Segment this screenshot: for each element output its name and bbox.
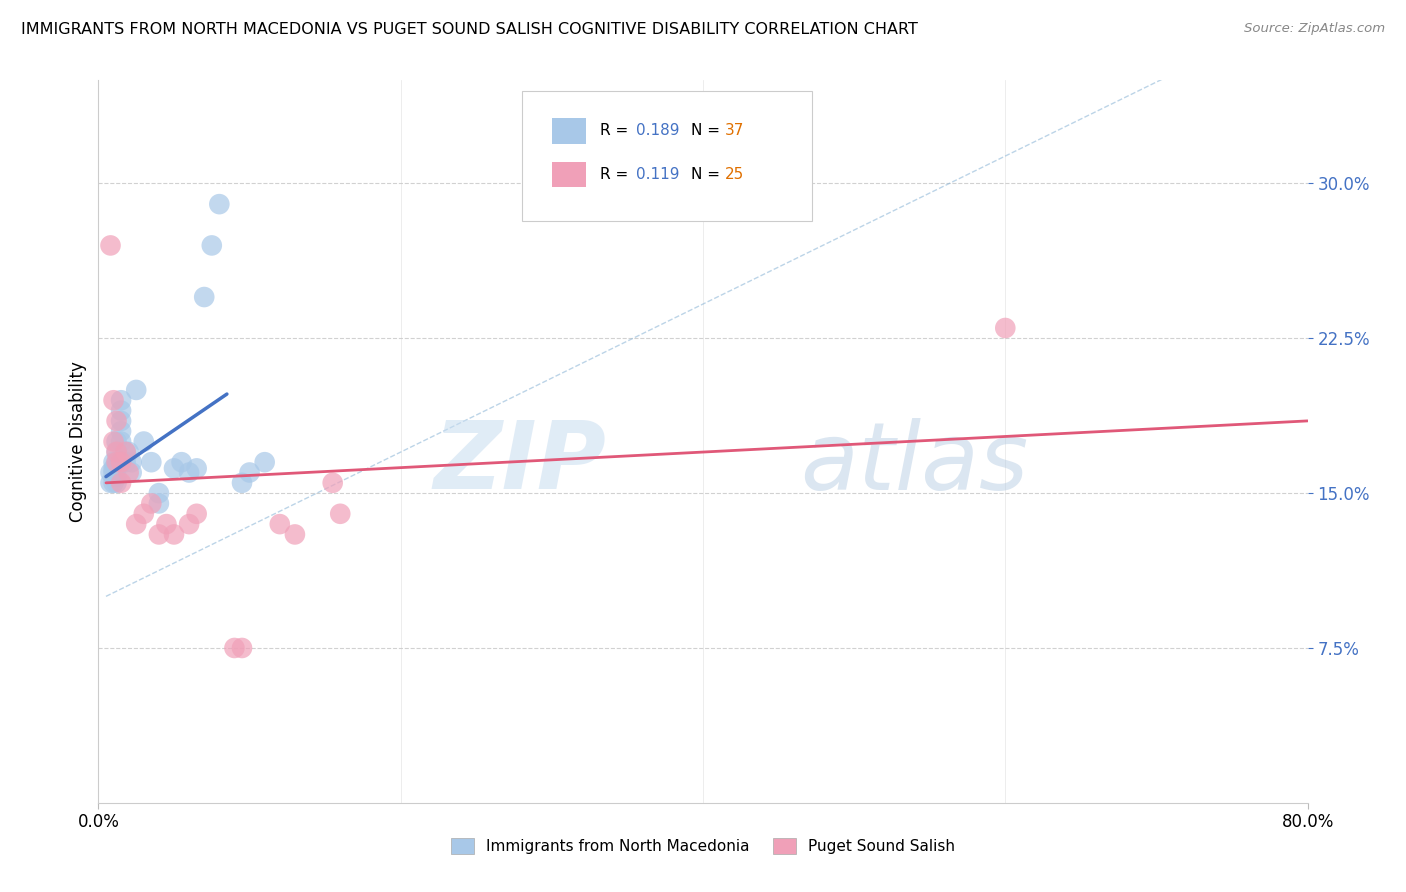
FancyBboxPatch shape [522,91,811,221]
FancyBboxPatch shape [551,161,586,186]
Point [186,461,208,475]
Point [132,434,155,449]
Point [125,517,148,532]
Point [132,507,155,521]
Point [110,455,132,469]
Point [105,469,128,483]
Point [110,414,132,428]
Point [155,517,177,532]
Text: 0.119: 0.119 [637,167,681,182]
Point [179,517,201,532]
Point [141,455,163,469]
Point [110,393,132,408]
Text: 37: 37 [724,123,744,138]
Point [269,517,291,532]
Point [148,496,170,510]
Point [170,455,193,469]
Point [163,527,186,541]
Point [284,527,307,541]
Point [100,238,122,252]
Point [105,445,128,459]
Point [118,466,141,480]
Y-axis label: Cognitive Disability: Cognitive Disability [69,361,87,522]
Point [105,455,128,469]
Point [208,197,231,211]
Point [114,445,136,459]
Point [994,321,1017,335]
Point [103,455,125,469]
Point [100,466,122,480]
Point [103,393,125,408]
Point [121,455,143,469]
Point [231,640,253,655]
Point [125,383,148,397]
Text: IMMIGRANTS FROM NORTH MACEDONIA VS PUGET SOUND SALISH COGNITIVE DISABILITY CORRE: IMMIGRANTS FROM NORTH MACEDONIA VS PUGET… [21,22,918,37]
Point [110,424,132,438]
Point [110,475,132,490]
Point [118,445,141,459]
Text: 25: 25 [724,167,744,182]
Point [224,640,246,655]
Point [121,466,143,480]
Point [114,455,136,469]
Point [253,455,276,469]
Text: 0.189: 0.189 [637,123,681,138]
Text: Source: ZipAtlas.com: Source: ZipAtlas.com [1244,22,1385,36]
Text: ZIP: ZIP [433,417,606,509]
Point [110,434,132,449]
Point [114,445,136,459]
Point [105,455,128,469]
Text: R =: R = [600,123,633,138]
Point [103,475,125,490]
Legend: Immigrants from North Macedonia, Puget Sound Salish: Immigrants from North Macedonia, Puget S… [446,832,960,860]
Point [103,466,125,480]
Point [141,496,163,510]
Point [103,434,125,449]
Point [105,434,128,449]
Point [186,507,208,521]
Point [201,238,224,252]
Point [163,461,186,475]
Point [148,527,170,541]
Point [103,461,125,475]
Point [231,475,253,490]
Text: N =: N = [690,167,724,182]
Text: atlas: atlas [800,417,1028,508]
Point [100,475,122,490]
Point [105,461,128,475]
Point [179,466,201,480]
Point [322,475,344,490]
Point [239,466,262,480]
Point [105,414,128,428]
Text: R =: R = [600,167,633,182]
Text: N =: N = [690,123,724,138]
Point [105,445,128,459]
Point [105,475,128,490]
Point [148,486,170,500]
Point [110,403,132,417]
Point [193,290,215,304]
FancyBboxPatch shape [551,119,586,144]
Point [329,507,352,521]
